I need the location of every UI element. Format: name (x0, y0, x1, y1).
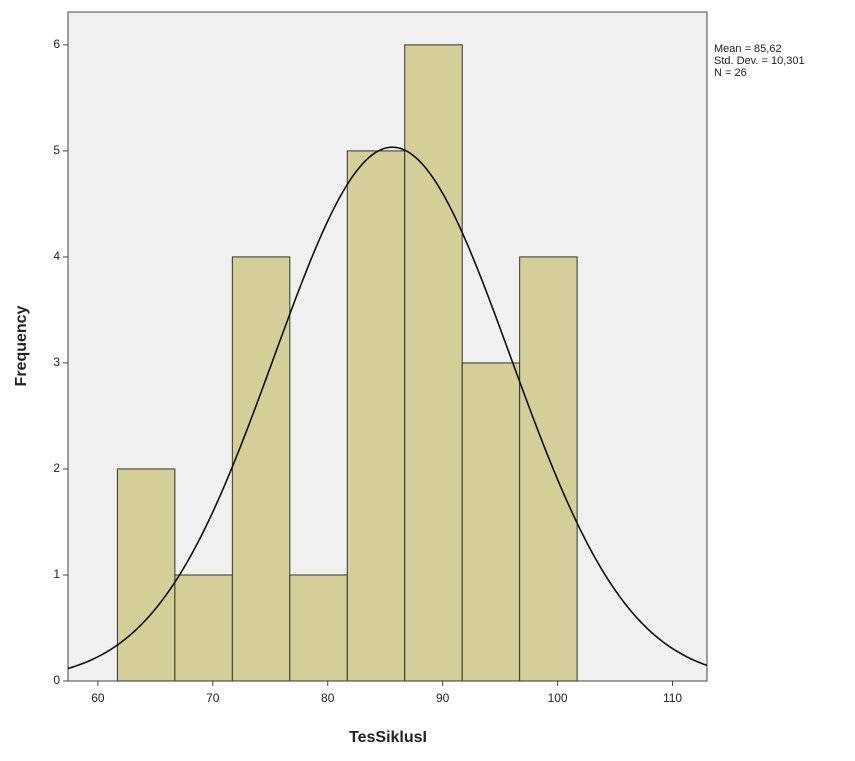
bar (461, 362, 521, 682)
bar (116, 468, 176, 682)
x-tick-label: 60 (91, 691, 105, 705)
x-axis-title: TesSiklusI (349, 729, 427, 746)
y-tick-label: 4 (53, 249, 60, 263)
x-tick-label: 70 (206, 691, 220, 705)
y-tick-label: 2 (53, 461, 60, 475)
bar (231, 256, 291, 682)
stat-mean: Mean = 85,62 (714, 43, 782, 55)
bar (404, 44, 463, 682)
stat-std-dev: Std. Dev. = 10,301 (714, 55, 805, 67)
y-tick-label: 3 (53, 355, 60, 369)
y-axis-title: Frequency (13, 305, 30, 386)
x-tick-label: 110 (663, 691, 682, 705)
x-tick-label: 100 (548, 691, 568, 705)
x-tick-label: 80 (321, 691, 335, 705)
y-tick-label: 0 (53, 673, 60, 687)
x-tick-label: 90 (436, 691, 450, 705)
bar (174, 574, 233, 682)
stat-n: N = 26 (714, 67, 747, 79)
y-tick-label: 6 (53, 37, 60, 51)
y-tick-label: 5 (53, 143, 60, 157)
bar (519, 256, 578, 682)
bar (289, 574, 348, 682)
y-tick-label: 1 (53, 567, 60, 581)
normal-curve (68, 146, 707, 670)
bar (346, 150, 406, 682)
